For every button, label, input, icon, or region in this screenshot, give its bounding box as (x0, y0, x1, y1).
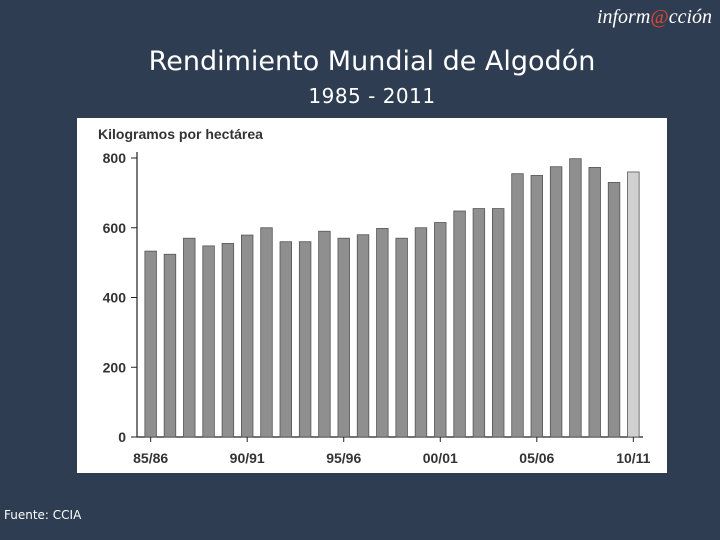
bar (144, 250, 157, 438)
x-tick-label: 00/01 (423, 450, 458, 466)
x-ticks: 85/86 90/91 95/96 00/01 05/06 10/11 (133, 437, 651, 466)
bar (511, 173, 524, 438)
x-tick-label: 05/06 (519, 450, 554, 466)
bar (607, 182, 621, 438)
bar (569, 158, 582, 438)
page-subtitle: 1985 - 2011 (308, 84, 436, 108)
bar (163, 253, 177, 438)
brand-suffix: cción (668, 6, 712, 28)
source-note: Fuente: CCIA (4, 508, 82, 522)
bar (588, 167, 601, 438)
x-tick-label: 90/91 (230, 450, 265, 466)
bar (202, 245, 215, 438)
y-tick-label: 200 (103, 359, 127, 375)
bar (376, 228, 389, 438)
bar (395, 237, 408, 438)
brand-logo: inform@cción (597, 6, 712, 29)
bar (260, 227, 273, 438)
bar (318, 230, 331, 438)
bar (627, 171, 640, 438)
bar (491, 208, 505, 438)
chart-panel: Kilogramos por hectárea 0 200 400 600 800 85… (77, 118, 667, 473)
y-tick-label: 800 (103, 150, 127, 166)
y-tick-label: 400 (103, 290, 127, 306)
bar (549, 166, 563, 438)
brand-at-symbol: @ (650, 6, 669, 28)
bar-chart: Kilogramos por hectárea 0 200 400 600 800 85… (98, 126, 651, 466)
bar (183, 237, 196, 438)
bar (298, 241, 312, 438)
bar (221, 243, 235, 438)
chart-bars (144, 158, 640, 438)
bar (434, 222, 447, 438)
brand-prefix: inform (596, 6, 651, 28)
page-title: Rendimiento Mundial de Algodón (148, 46, 596, 77)
x-tick-label: 85/86 (133, 450, 168, 466)
bar (279, 241, 292, 438)
bar (472, 208, 486, 438)
bar (240, 234, 254, 438)
bar (414, 227, 428, 438)
x-tick-label: 95/96 (326, 450, 361, 466)
y-tick-label: 0 (118, 429, 126, 445)
x-tick-label: 10/11 (616, 450, 650, 466)
bar (530, 175, 543, 438)
y-ticks: 0 200 400 600 800 (103, 150, 137, 445)
y-tick-label: 600 (103, 220, 127, 236)
bar (337, 237, 350, 438)
y-axis-label: Kilogramos por hectárea (98, 126, 263, 142)
bar (453, 210, 466, 438)
bar (356, 234, 370, 438)
